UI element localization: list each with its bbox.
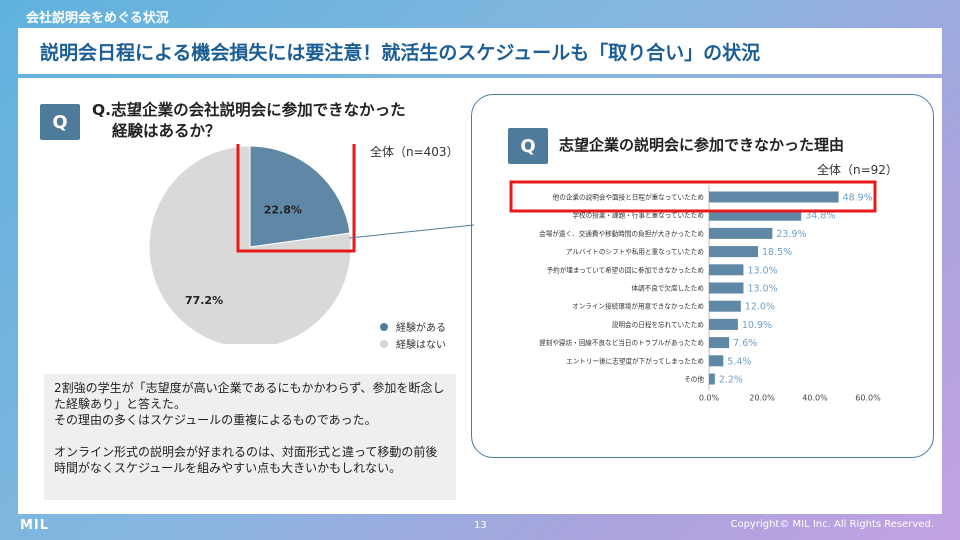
legend-item-yes: 経験がある	[380, 318, 446, 335]
footer-logo: MIL	[20, 518, 50, 533]
summary-paragraph-2: その理由の多くはスケジュールの重複によるものであった。	[54, 413, 377, 427]
reasons-panel: Q 志望企業の説明会に参加できなかった理由 全体（n=92） 他の企業の説明会や…	[471, 94, 934, 458]
pie-label-no: 77.2%	[185, 294, 223, 307]
bar-xtick-2: 40.0%	[802, 394, 828, 403]
legend-swatch-yes	[380, 322, 388, 331]
pie-sample-note: 全体（n=403）	[370, 145, 459, 159]
bar-6	[709, 300, 741, 312]
bar-category-label-9: エントリー後に志望度が下がってしまったため	[566, 356, 704, 365]
pie-slice-no	[148, 145, 352, 344]
slide-title: 説明会日程による機会損失には要注意！就活生のスケジュールも「取り合い」の状況	[40, 42, 761, 64]
bar-4	[709, 264, 744, 276]
pie-legend: 経験がある 経験はない	[380, 318, 446, 352]
page-number: 13	[474, 520, 487, 531]
summary-paragraph-3: オンライン形式の説明会が好まれるのは、対面形式と違って移動の前後時間がなくスケジ…	[54, 445, 438, 475]
pie-slice-yes	[249, 145, 351, 248]
bar-category-label-10: その他	[684, 375, 704, 384]
bar-value-label-1: 34.8%	[805, 211, 835, 222]
question-badge-right: Q	[508, 128, 548, 164]
bar-value-label-10: 2.2%	[719, 375, 743, 386]
question-left-line1: Q.志望企業の会社説明会に参加できなかった	[92, 101, 406, 119]
title-bar: 説明会日程による機会損失には要注意！就活生のスケジュールも「取り合い」の状況	[18, 28, 942, 74]
bar-category-label-4: 予約が埋まっていて希望の回に参加できなかったため	[547, 265, 704, 274]
legend-label-no: 経験はない	[396, 340, 446, 351]
bar-value-label-2: 23.9%	[776, 229, 806, 240]
content-area: Q Q.志望企業の会社説明会に参加できなかった 経験はあるか？ 全体（n=403…	[18, 78, 942, 514]
pie-label-yes: 22.8%	[264, 203, 302, 216]
bar-category-label-0: 他の企業の説明会や面接と日程が重なっていたため	[553, 193, 704, 202]
bar-category-label-5: 体調不良で欠席したため	[631, 284, 704, 293]
bar-category-label-1: 学校の授業・課題・行事と重なっていたため	[572, 211, 704, 220]
pie-chart: 22.8% 77.2%	[148, 144, 356, 344]
summary-textbox: 2割強の学生が「志望度が高い企業であるにもかかわらず、参加を断念した経験あり」と…	[44, 374, 456, 500]
question-badge-left: Q	[40, 104, 80, 140]
bar-xtick-0: 0.0%	[699, 394, 720, 403]
bar-chart: 他の企業の説明会や面接と日程が重なっていたため 48.9% 学校の授業・課題・行事と…	[509, 180, 881, 403]
legend-item-no: 経験はない	[380, 335, 446, 352]
question-right: 志望企業の説明会に参加できなかった理由	[559, 136, 845, 154]
bar-10	[709, 373, 715, 385]
bar-8	[709, 337, 730, 349]
bar-value-label-3: 18.5%	[762, 247, 792, 258]
bar-value-label-7: 10.9%	[742, 320, 772, 331]
bar-sample-note: 全体（n=92）	[817, 163, 898, 177]
bar-category-label-7: 説明会の日程を忘れていたため	[612, 320, 704, 329]
bar-category-label-3: アルバイトのシフトや私用と重なっていたため	[566, 247, 704, 256]
bar-2	[709, 227, 773, 239]
bar-3	[709, 246, 759, 258]
pie-highlight-box	[236, 144, 356, 253]
bar-xtick-3: 60.0%	[855, 394, 881, 403]
bar-value-label-6: 12.0%	[745, 302, 775, 313]
bar-category-label-2: 会場が遠く、交通費や移動時間の負担が大きかったため	[539, 229, 704, 238]
bar-highlight-box	[509, 180, 877, 213]
copyright: Copyright© MIL Inc. All Rights Reserved.	[730, 519, 934, 530]
question-left: Q.志望企業の会社説明会に参加できなかった 経験はあるか？	[92, 100, 452, 142]
legend-label-yes: 経験がある	[396, 323, 446, 334]
bar-value-label-8: 7.6%	[733, 338, 757, 349]
bar-category-label-6: オンライン接続環境が用意できなかったため	[572, 302, 704, 311]
bar-0	[709, 191, 839, 203]
question-left-line2: 経験はあるか？	[112, 122, 221, 140]
bar-value-label-4: 13.0%	[747, 265, 777, 276]
bar-category-label-8: 遅刻や寝坊・回線不良など当日のトラブルがあったため	[539, 338, 704, 347]
summary-paragraph-1: 2割強の学生が「志望度が高い企業であるにもかかわらず、参加を断念した経験あり」と…	[54, 381, 445, 411]
bar-xtick-1: 20.0%	[749, 394, 775, 403]
bar-1	[709, 209, 802, 221]
legend-swatch-no	[380, 339, 388, 348]
bar-9	[709, 355, 724, 367]
bar-5	[709, 282, 744, 294]
bar-7	[709, 318, 738, 330]
section-label: 会社説明会をめぐる状況	[26, 11, 169, 26]
bar-value-label-5: 13.0%	[747, 284, 777, 295]
bar-value-label-0: 48.9%	[843, 193, 873, 204]
bar-value-label-9: 5.4%	[727, 356, 751, 367]
